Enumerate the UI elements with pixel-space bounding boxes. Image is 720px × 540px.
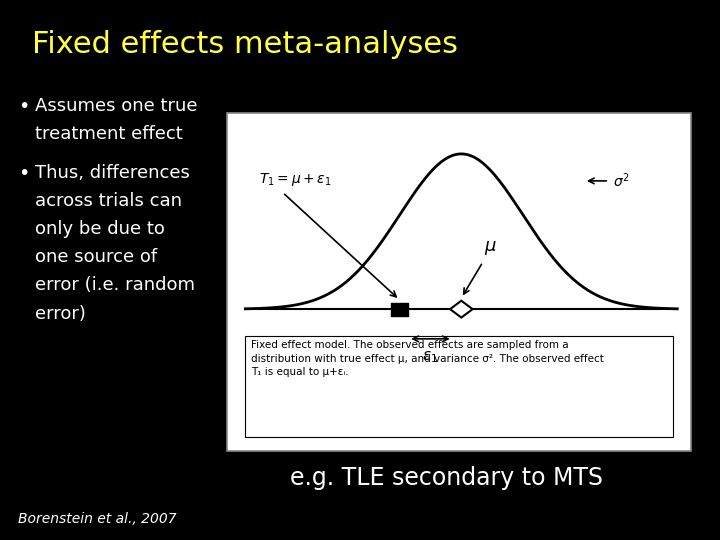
Bar	[391, 302, 408, 315]
Text: treatment effect: treatment effect	[35, 125, 182, 143]
Text: one source of: one source of	[35, 248, 157, 266]
FancyBboxPatch shape	[246, 336, 672, 437]
Text: Fixed effects meta-analyses: Fixed effects meta-analyses	[32, 30, 459, 59]
Text: $\varepsilon_1$: $\varepsilon_1$	[423, 350, 438, 366]
Text: across trials can: across trials can	[35, 192, 181, 210]
FancyBboxPatch shape	[227, 113, 691, 451]
Text: error (i.e. random: error (i.e. random	[35, 276, 194, 294]
Text: Fixed effect model. The observed effects are sampled from a
distribution with tr: Fixed effect model. The observed effects…	[251, 341, 604, 377]
Text: Assumes one true: Assumes one true	[35, 97, 197, 115]
Text: e.g. TLE secondary to MTS: e.g. TLE secondary to MTS	[290, 466, 603, 490]
Text: •: •	[18, 97, 30, 116]
Text: $\sigma^2$: $\sigma^2$	[613, 172, 629, 190]
Text: Thus, differences: Thus, differences	[35, 164, 189, 182]
Text: $\mu$: $\mu$	[484, 239, 497, 258]
Text: $T_1=\mu+\varepsilon_1$: $T_1=\mu+\varepsilon_1$	[259, 171, 332, 188]
Text: •: •	[18, 164, 30, 183]
Text: only be due to: only be due to	[35, 220, 164, 238]
Text: Borenstein et al., 2007: Borenstein et al., 2007	[18, 512, 176, 526]
Text: error): error)	[35, 305, 86, 322]
